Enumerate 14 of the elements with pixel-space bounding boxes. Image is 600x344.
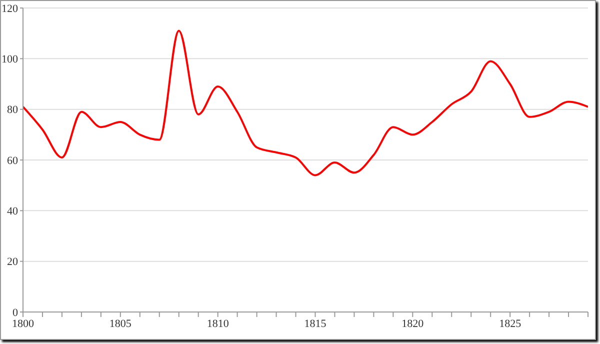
- x-tick-label: 1800: [12, 318, 34, 330]
- x-tick-label: 1815: [304, 318, 327, 330]
- x-tick-label: 1820: [402, 318, 424, 330]
- x-tick-label: 1810: [206, 318, 230, 330]
- line-series: [23, 30, 588, 176]
- x-tick-label: 1805: [109, 318, 132, 330]
- y-tick-label: 40: [7, 206, 18, 218]
- y-tick-label: 0: [12, 306, 18, 319]
- y-tick-label: 60: [7, 154, 18, 167]
- y-tick-label: 100: [2, 54, 18, 66]
- y-tick-label: 120: [2, 2, 18, 15]
- y-tick-label: 80: [7, 104, 18, 116]
- x-tick-label: 1825: [499, 318, 522, 330]
- y-tick-label: 20: [7, 256, 18, 268]
